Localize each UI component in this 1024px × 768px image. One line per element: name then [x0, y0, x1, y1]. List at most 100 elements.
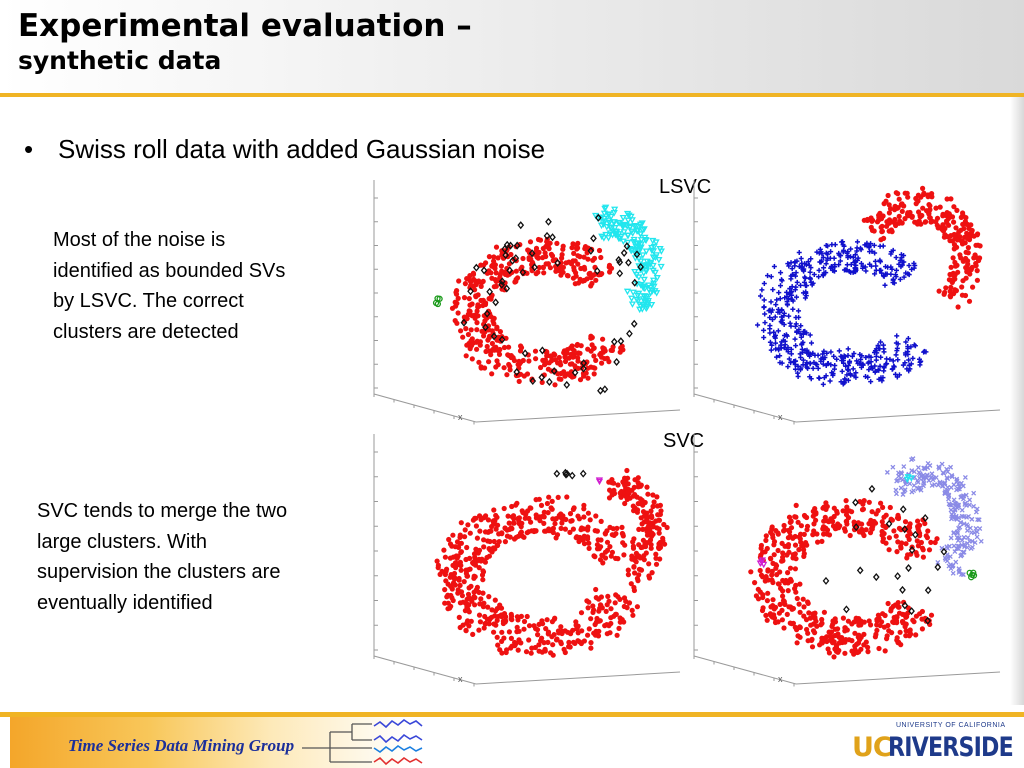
data-point — [533, 497, 539, 503]
data-point — [465, 606, 471, 612]
data-point — [952, 507, 958, 513]
data-point — [928, 612, 935, 618]
data-point — [654, 494, 660, 500]
data-point — [853, 370, 859, 376]
data-point — [606, 224, 614, 231]
data-point — [459, 593, 465, 599]
data-point — [637, 237, 646, 244]
data-point — [825, 646, 831, 652]
data-point — [543, 244, 549, 250]
data-point — [879, 519, 885, 525]
data-point — [568, 471, 576, 480]
data-point — [495, 347, 501, 353]
data-point — [647, 537, 654, 543]
data-point — [646, 575, 653, 581]
data-point — [881, 349, 887, 355]
data-point — [799, 543, 805, 549]
data-point — [793, 502, 799, 508]
data-point — [646, 523, 652, 529]
data-point — [638, 567, 645, 573]
data-point — [790, 306, 796, 312]
data-point — [904, 474, 912, 481]
data-point — [785, 302, 791, 308]
data-point — [869, 526, 875, 532]
data-point — [859, 529, 865, 535]
data-point — [481, 333, 487, 339]
data-point — [781, 332, 787, 338]
data-point — [491, 538, 497, 545]
data-point — [492, 613, 498, 619]
data-point — [542, 362, 548, 368]
data-point — [896, 525, 902, 531]
data-point — [638, 220, 646, 227]
data-point — [455, 587, 461, 593]
data-point — [868, 622, 874, 628]
data-point — [887, 504, 893, 511]
plot-axes — [373, 180, 681, 425]
data-point — [929, 471, 935, 477]
data-point — [893, 352, 899, 358]
data-point — [654, 525, 660, 531]
data-point — [627, 228, 636, 236]
data-point — [540, 621, 546, 627]
data-point — [785, 570, 791, 576]
data-point — [801, 547, 807, 553]
plot-axes — [373, 434, 681, 687]
data-point — [493, 526, 499, 532]
data-point — [886, 210, 892, 216]
data-point — [554, 240, 560, 246]
data-point — [761, 280, 767, 286]
data-point — [593, 357, 599, 363]
data-point — [927, 463, 933, 468]
data-point — [442, 600, 448, 606]
data-point — [866, 353, 872, 359]
data-point — [889, 366, 895, 372]
data-point — [890, 464, 896, 470]
data-point — [896, 372, 902, 378]
data-point — [519, 268, 527, 277]
data-point — [510, 513, 517, 519]
data-point — [493, 244, 500, 250]
data-point — [965, 523, 971, 529]
data-point — [769, 526, 775, 532]
data-point — [468, 338, 474, 344]
data-point — [784, 289, 790, 295]
data-point — [531, 263, 538, 272]
data-point — [474, 346, 480, 352]
data-point — [800, 267, 806, 273]
data-point — [640, 276, 648, 284]
data-point — [866, 499, 872, 505]
data-point — [925, 528, 931, 534]
data-point — [971, 490, 977, 496]
data-point — [472, 315, 478, 321]
data-point — [571, 265, 577, 271]
data-point — [540, 264, 546, 271]
data-point — [965, 261, 971, 267]
data-point — [469, 598, 475, 604]
data-point — [581, 506, 587, 512]
data-point — [845, 515, 852, 521]
data-point — [466, 308, 472, 314]
data-point — [894, 572, 901, 581]
data-point — [580, 370, 586, 377]
data-point — [903, 339, 909, 345]
data-point — [840, 615, 846, 621]
data-point — [773, 565, 779, 571]
data-point — [488, 294, 494, 300]
data-point — [650, 503, 656, 510]
data-point — [878, 339, 884, 345]
data-point — [544, 353, 550, 359]
data-point — [567, 529, 573, 535]
data-point — [592, 528, 598, 534]
data-point — [795, 633, 801, 639]
data-point — [563, 380, 571, 389]
data-point — [786, 313, 792, 319]
data-point — [545, 510, 551, 516]
data-point — [810, 532, 816, 538]
data-point — [558, 272, 564, 278]
data-point — [948, 535, 954, 541]
data-point — [776, 581, 782, 587]
slide-footer: Time Series Data Mining Group UNIVERSITY… — [0, 712, 1024, 768]
data-point — [915, 479, 921, 485]
data-point — [508, 635, 514, 641]
